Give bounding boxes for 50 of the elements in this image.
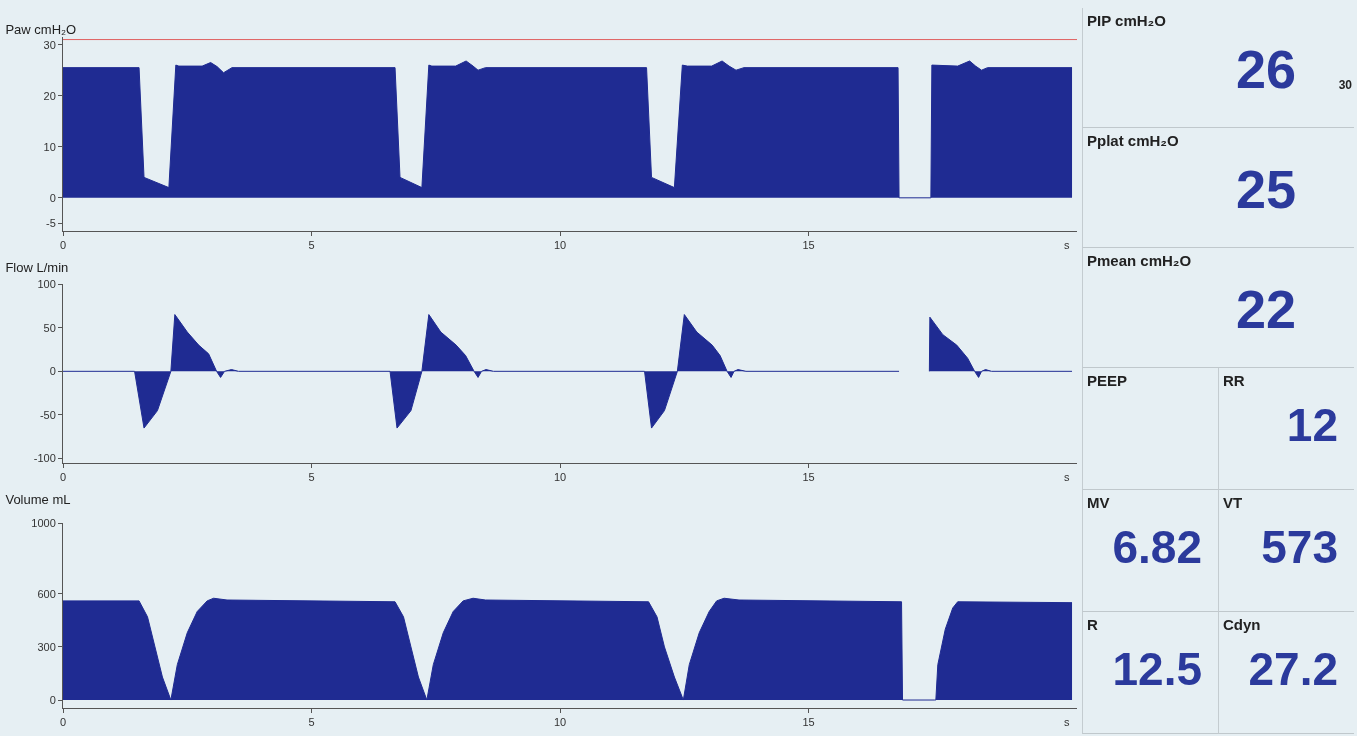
- y-tick-label: 10: [43, 140, 56, 153]
- category-label: Pplat cmH₂O: [1087, 132, 1179, 149]
- chart-title: Paw cmH₂O: [5, 21, 77, 37]
- data-label: 25: [1235, 158, 1296, 220]
- y-tick-label: 20: [43, 89, 56, 102]
- category-label: PIP cmH₂O: [1087, 12, 1166, 29]
- x-tick-label: 15: [802, 239, 815, 252]
- chart-title: Flow L/min: [5, 259, 69, 275]
- data-label: 12: [1286, 398, 1338, 452]
- y-tick-label: 1000: [31, 516, 56, 529]
- y-tick-label: 30: [43, 38, 56, 51]
- x-tick-label: 5: [308, 239, 315, 252]
- y-tick-label: -100: [33, 452, 56, 465]
- y-tick-label: 50: [43, 321, 56, 334]
- y-tick-label: 600: [37, 587, 56, 600]
- x-tick-label: 0: [59, 716, 67, 729]
- x-tick-label: 15: [802, 716, 815, 729]
- x-tick-label: 10: [553, 239, 567, 252]
- y-tick-label: -50: [39, 408, 56, 421]
- data-label: 26: [1235, 38, 1296, 100]
- y-tick-label: 0: [49, 365, 56, 378]
- x-tick-label: 5: [308, 716, 315, 729]
- category-label: PEEP: [1087, 372, 1128, 389]
- y-tick-label: 300: [37, 640, 56, 653]
- text: 30: [1338, 78, 1352, 92]
- chart-title: Volume mL: [5, 491, 71, 507]
- y-tick-label: 0: [49, 693, 56, 706]
- x-tick-label: 15: [802, 471, 815, 484]
- x-tick-label: 0: [59, 471, 67, 484]
- x-tick-label: 10: [553, 471, 567, 484]
- data-label: 22: [1235, 278, 1296, 340]
- x-tick-label: 10: [553, 716, 567, 729]
- category-label: VT: [1223, 494, 1243, 511]
- data-label: 6.82: [1112, 520, 1202, 574]
- category-label: Pmean cmH₂O: [1087, 252, 1192, 269]
- category-label: RR: [1223, 372, 1245, 389]
- category-label: R: [1087, 616, 1098, 633]
- category-label: MV: [1087, 494, 1110, 511]
- category-label: Cdyn: [1223, 616, 1261, 633]
- x-tick-label: 5: [308, 471, 315, 484]
- x-axis-title: s: [1064, 239, 1070, 251]
- y-tick-label: -5: [46, 217, 56, 230]
- y-tick-label: 0: [49, 191, 56, 204]
- data-label: 12.5: [1112, 642, 1202, 696]
- data-label: 573: [1261, 520, 1338, 574]
- x-axis-title: s: [1064, 716, 1070, 728]
- data-label: 27.2: [1248, 642, 1338, 696]
- x-tick-label: 0: [59, 239, 67, 252]
- x-axis-title: s: [1064, 471, 1070, 483]
- y-tick-label: 100: [37, 277, 56, 290]
